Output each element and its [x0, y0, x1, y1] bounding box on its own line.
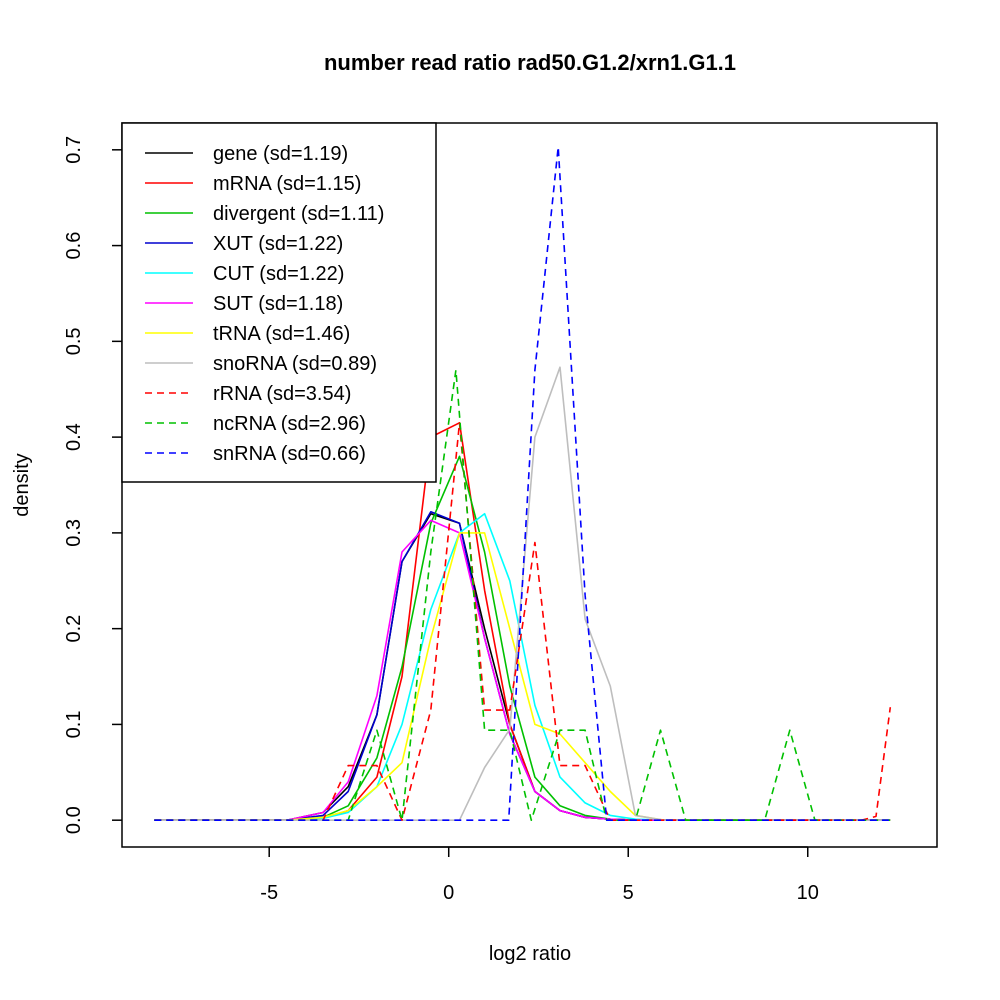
series-layer [154, 146, 892, 822]
y-axis: 0.0 0.1 0.2 0.3 0.4 0.5 0.6 0.7 [63, 136, 122, 834]
legend-label-6: tRNA (sd=1.46) [213, 323, 350, 345]
y-tick-label: 0.7 [63, 136, 85, 164]
series-line-4 [154, 512, 891, 822]
legend-label-2: divergent (sd=1.11) [213, 203, 384, 225]
legend-label-9: ncRNA (sd=2.96) [213, 413, 366, 435]
legend-label-8: rRNA (sd=3.54) [213, 383, 351, 405]
legend-label-5: SUT (sd=1.18) [213, 293, 343, 315]
legend-label-0: gene (sd=1.19) [213, 143, 348, 165]
y-tick-label: 0.5 [63, 327, 85, 355]
y-tick-label: 0.3 [63, 519, 85, 547]
legend-label-4: CUT (sd=1.22) [213, 263, 344, 285]
series-line-9 [154, 369, 891, 822]
series-line-0 [154, 512, 891, 822]
legend-label-10: snRNA (sd=0.66) [213, 443, 366, 465]
x-tick-label: 5 [623, 882, 634, 904]
x-tick-label: 0 [443, 882, 454, 904]
legend: gene (sd=1.19) mRNA (sd=1.15) divergent (s… [121, 122, 437, 483]
legend-label-3: XUT (sd=1.22) [213, 233, 343, 255]
series-line-3 [154, 510, 891, 822]
x-tick-label: -5 [260, 882, 278, 904]
series-line-10 [154, 146, 891, 822]
x-axis: -5 0 5 10 [260, 846, 819, 904]
legend-label-7: snoRNA (sd=0.89) [213, 353, 377, 375]
x-axis-label: log2 ratio [489, 943, 571, 965]
y-tick-label: 0.4 [63, 423, 85, 451]
y-tick-label: 0.1 [63, 711, 85, 739]
series-line-5 [154, 519, 891, 822]
chart-title: number read ratio rad50.G1.2/xrn1.G1.1 [324, 50, 736, 75]
legend-label-1: mRNA (sd=1.15) [213, 173, 361, 195]
y-tick-label: 0.6 [63, 232, 85, 260]
x-tick-label: 10 [797, 882, 819, 904]
y-tick-label: 0.0 [63, 806, 85, 834]
y-tick-label: 0.2 [63, 615, 85, 643]
y-axis-label: density [11, 453, 33, 516]
